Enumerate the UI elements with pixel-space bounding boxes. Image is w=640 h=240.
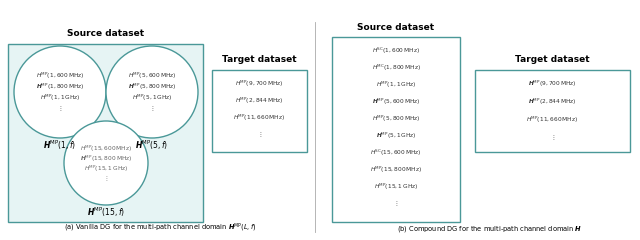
Circle shape: [14, 46, 106, 138]
Text: Target dataset: Target dataset: [515, 55, 590, 65]
FancyBboxPatch shape: [8, 44, 203, 222]
Text: $H^{\mathrm{MC}}(1, 800\,\mathrm{MHz})$: $H^{\mathrm{MC}}(1, 800\,\mathrm{MHz})$: [371, 63, 420, 73]
Text: $H^{\mathrm{MP}}(5, 600\,\mathrm{MHz})$: $H^{\mathrm{MP}}(5, 600\,\mathrm{MHz})$: [128, 71, 176, 81]
Text: $\boldsymbol{H}^{\mathrm{MP}}(5, 1\,\mathrm{GHz})$: $\boldsymbol{H}^{\mathrm{MP}}(5, 1\,\mat…: [376, 131, 417, 141]
Text: $H^{\mathrm{SC}}(15, 600\,\mathrm{MHz})$: $H^{\mathrm{SC}}(15, 600\,\mathrm{MHz})$: [370, 148, 422, 158]
Text: $H^{\mathrm{MP}}(11, 660\,\mathrm{MHz})$: $H^{\mathrm{MP}}(11, 660\,\mathrm{MHz})$: [234, 113, 285, 123]
Text: $\boldsymbol{H}^{\mathrm{MP}}(2, 844\,\mathrm{MHz})$: $\boldsymbol{H}^{\mathrm{MP}}(2, 844\,\m…: [528, 97, 577, 107]
Text: $\boldsymbol{H}^{\mathrm{MP}}(5, 600\,\mathrm{MHz})$: $\boldsymbol{H}^{\mathrm{MP}}(5, 600\,\m…: [372, 97, 420, 107]
Text: $H^{\mathrm{MP}}(1, 1\,\mathrm{GHz})$: $H^{\mathrm{MP}}(1, 1\,\mathrm{GHz})$: [376, 80, 416, 90]
Text: $H^{\mathrm{MP}}(5, 800\,\mathrm{MHz})$: $H^{\mathrm{MP}}(5, 800\,\mathrm{MHz})$: [372, 114, 420, 124]
Text: $H^{\mathrm{MP}}(2, 844\,\mathrm{MHz})$: $H^{\mathrm{MP}}(2, 844\,\mathrm{MHz})$: [236, 96, 284, 106]
Text: $\boldsymbol{H}^{\mathrm{MP}}(5, f)$: $\boldsymbol{H}^{\mathrm{MP}}(5, f)$: [135, 138, 169, 152]
Text: $\boldsymbol{H}^{\mathrm{MP}}(15, f)$: $\boldsymbol{H}^{\mathrm{MP}}(15, f)$: [87, 205, 125, 219]
Text: $H^{\mathrm{MP}}(15, 800\,\mathrm{MHz})$: $H^{\mathrm{MP}}(15, 800\,\mathrm{MHz})$: [370, 165, 422, 175]
Text: $\boldsymbol{H}^{\mathrm{MP}}(5, 800\,\mathrm{MHz})$: $\boldsymbol{H}^{\mathrm{MP}}(5, 800\,\m…: [127, 82, 177, 92]
Text: Source dataset: Source dataset: [67, 30, 144, 38]
Text: Source dataset: Source dataset: [357, 23, 435, 31]
Text: $H^{\mathrm{MP}}(1, 600\,\mathrm{MHz})$: $H^{\mathrm{MP}}(1, 600\,\mathrm{MHz})$: [36, 71, 84, 81]
Text: $\vdots$: $\vdots$: [394, 200, 399, 208]
Text: $\boldsymbol{H}^{\mathrm{MP}}(1, f)$: $\boldsymbol{H}^{\mathrm{MP}}(1, f)$: [44, 138, 77, 152]
FancyBboxPatch shape: [475, 70, 630, 152]
Text: $H^{\mathrm{MP}}(15, 600\,\mathrm{MHz})$: $H^{\mathrm{MP}}(15, 600\,\mathrm{MHz})$: [80, 144, 132, 154]
Text: $H^{\mathrm{MP}}(5, 1\,\mathrm{GHz})$: $H^{\mathrm{MP}}(5, 1\,\mathrm{GHz})$: [132, 93, 172, 103]
Text: $\boldsymbol{H}^{\mathrm{MP}}(9, 700\,\mathrm{MHz})$: $\boldsymbol{H}^{\mathrm{MP}}(9, 700\,\m…: [528, 79, 577, 89]
Text: Target dataset: Target dataset: [222, 55, 297, 65]
Text: $H^{\mathrm{MP}}(11, 660\,\mathrm{MHz})$: $H^{\mathrm{MP}}(11, 660\,\mathrm{MHz})$: [526, 115, 579, 125]
Text: $\boldsymbol{H}^{\mathrm{MP}}(15, 800\,\mathrm{MHz})$: $\boldsymbol{H}^{\mathrm{MP}}(15, 800\,\…: [80, 154, 132, 164]
FancyBboxPatch shape: [212, 70, 307, 152]
Text: $\vdots$: $\vdots$: [550, 134, 555, 142]
FancyBboxPatch shape: [332, 37, 460, 222]
Circle shape: [64, 121, 148, 205]
Text: $H^{\mathrm{SC}}(1, 600\,\mathrm{MHz})$: $H^{\mathrm{SC}}(1, 600\,\mathrm{MHz})$: [372, 46, 420, 56]
Text: $\vdots$: $\vdots$: [58, 105, 63, 113]
Text: $H^{\mathrm{MP}}(1, 1\,\mathrm{GHz})$: $H^{\mathrm{MP}}(1, 1\,\mathrm{GHz})$: [40, 93, 80, 103]
Text: (a) Vanilla DG for the multi-path channel domain $\boldsymbol{H}^{\mathrm{MP}}(L: (a) Vanilla DG for the multi-path channe…: [63, 222, 257, 234]
Text: $\vdots$: $\vdots$: [104, 175, 109, 183]
Text: $\vdots$: $\vdots$: [257, 131, 262, 139]
Text: $\boldsymbol{H}^{\mathrm{MP}}(1, 800\,\mathrm{MHz})$: $\boldsymbol{H}^{\mathrm{MP}}(1, 800\,\m…: [36, 82, 84, 92]
Text: (b) Compound DG for the multi-path channel domain $\boldsymbol{H}$: (b) Compound DG for the multi-path chann…: [397, 224, 582, 234]
Text: $\vdots$: $\vdots$: [149, 105, 155, 113]
Circle shape: [106, 46, 198, 138]
Text: $H^{\mathrm{MP}}(15, 1\,\mathrm{GHz})$: $H^{\mathrm{MP}}(15, 1\,\mathrm{GHz})$: [374, 182, 418, 192]
Text: $H^{\mathrm{MP}}(9, 700\,\mathrm{MHz})$: $H^{\mathrm{MP}}(9, 700\,\mathrm{MHz})$: [236, 79, 284, 89]
Text: $H^{\mathrm{MP}}(15, 1\,\mathrm{GHz})$: $H^{\mathrm{MP}}(15, 1\,\mathrm{GHz})$: [84, 164, 128, 174]
